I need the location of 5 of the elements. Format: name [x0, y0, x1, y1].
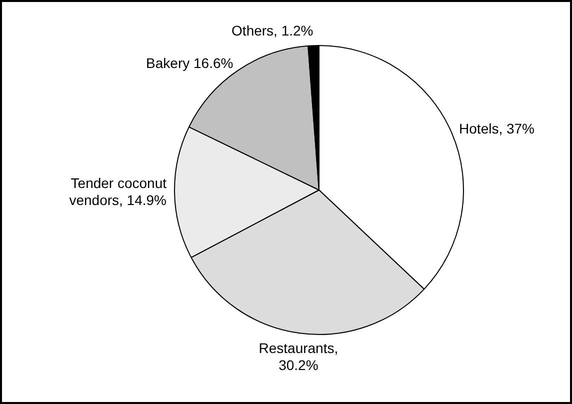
- slice-label: Bakery 16.6%: [146, 54, 234, 71]
- slice-label: Tender coconut vendors, 14.9%: [69, 174, 167, 208]
- slice-label: Restaurants, 30.2%: [258, 340, 338, 373]
- slice-label: Hotels, 37%: [459, 120, 535, 136]
- slice-label: Others, 1.2%: [232, 22, 314, 38]
